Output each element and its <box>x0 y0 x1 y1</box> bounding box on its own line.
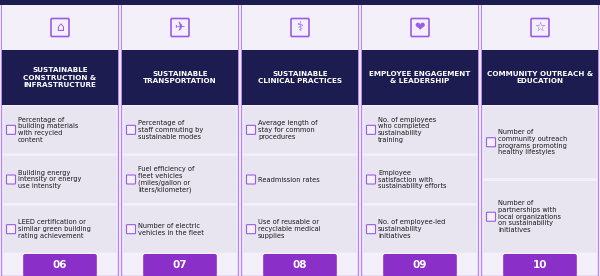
FancyBboxPatch shape <box>143 254 217 276</box>
Text: ❤: ❤ <box>415 21 425 34</box>
Text: Number of
community outreach
programs promoting
healthy lifestyles: Number of community outreach programs pr… <box>498 129 567 155</box>
FancyBboxPatch shape <box>127 175 136 184</box>
Text: No. of employee-led
sustainability
initiatives: No. of employee-led sustainability initi… <box>378 219 445 239</box>
Bar <box>0 0 600 5</box>
Bar <box>122 5 238 50</box>
FancyBboxPatch shape <box>383 254 457 276</box>
FancyBboxPatch shape <box>482 4 599 276</box>
FancyBboxPatch shape <box>503 254 577 276</box>
FancyBboxPatch shape <box>361 4 479 276</box>
FancyBboxPatch shape <box>364 107 476 153</box>
FancyBboxPatch shape <box>121 4 239 276</box>
Text: 07: 07 <box>173 261 187 270</box>
FancyBboxPatch shape <box>244 107 356 153</box>
FancyBboxPatch shape <box>484 181 596 253</box>
Text: 08: 08 <box>293 261 307 270</box>
Text: Building energy
intensity or energy
use intensity: Building energy intensity or energy use … <box>18 170 82 189</box>
FancyBboxPatch shape <box>4 156 116 203</box>
FancyBboxPatch shape <box>484 107 596 178</box>
FancyBboxPatch shape <box>247 225 256 234</box>
Text: ☆: ☆ <box>535 21 545 34</box>
Bar <box>242 5 358 50</box>
FancyBboxPatch shape <box>487 138 496 147</box>
Text: ✈: ✈ <box>175 21 185 34</box>
Text: Fuel efficiency of
fleet vehicles
(miles/gallon or
liters/kilometer): Fuel efficiency of fleet vehicles (miles… <box>138 166 194 193</box>
Text: Readmission rates: Readmission rates <box>258 176 320 182</box>
Bar <box>242 50 358 105</box>
Text: No. of employees
who completed
sustainability
training: No. of employees who completed sustainab… <box>378 117 436 143</box>
Text: LEED certification or
similar green building
rating achievement: LEED certification or similar green buil… <box>18 219 91 239</box>
FancyBboxPatch shape <box>127 125 136 134</box>
Text: Number of electric
vehicles in the fleet: Number of electric vehicles in the fleet <box>138 223 204 235</box>
Text: 09: 09 <box>413 261 427 270</box>
Bar <box>2 5 118 50</box>
Text: EMPLOYEE ENGAGEMENT
& LEADERSHIP: EMPLOYEE ENGAGEMENT & LEADERSHIP <box>370 71 470 84</box>
Text: Use of reusable or
recyclable medical
supplies: Use of reusable or recyclable medical su… <box>258 219 320 239</box>
FancyBboxPatch shape <box>247 175 256 184</box>
FancyBboxPatch shape <box>367 125 376 134</box>
Bar <box>482 5 598 50</box>
Text: 10: 10 <box>533 261 547 270</box>
Text: SUSTAINABLE
TRANSPORTATION: SUSTAINABLE TRANSPORTATION <box>143 71 217 84</box>
FancyBboxPatch shape <box>7 175 16 184</box>
FancyBboxPatch shape <box>263 254 337 276</box>
FancyBboxPatch shape <box>23 254 97 276</box>
FancyBboxPatch shape <box>367 225 376 234</box>
FancyBboxPatch shape <box>127 225 136 234</box>
Bar <box>2 50 118 105</box>
Text: SUSTAINABLE
CONSTRUCTION &
INFRASTRUCTURE: SUSTAINABLE CONSTRUCTION & INFRASTRUCTUR… <box>23 67 97 88</box>
Text: ⌂: ⌂ <box>56 21 64 34</box>
Bar <box>122 50 238 105</box>
FancyBboxPatch shape <box>124 156 236 203</box>
FancyBboxPatch shape <box>364 156 476 203</box>
Text: SUSTAINABLE
CLINICAL PRACTICES: SUSTAINABLE CLINICAL PRACTICES <box>258 71 342 84</box>
Text: Average length of
stay for common
procedures: Average length of stay for common proced… <box>258 120 317 140</box>
FancyBboxPatch shape <box>367 175 376 184</box>
Bar <box>362 50 478 105</box>
Bar <box>362 5 478 50</box>
FancyBboxPatch shape <box>244 156 356 203</box>
FancyBboxPatch shape <box>124 107 236 153</box>
Text: Number of
partnerships with
local organizations
on sustainability
initiatives: Number of partnerships with local organi… <box>498 200 561 233</box>
Bar <box>482 50 598 105</box>
Text: Percentage of
staff commuting by
sustainable modes: Percentage of staff commuting by sustain… <box>138 120 203 140</box>
FancyBboxPatch shape <box>487 212 496 221</box>
Text: Percentage of
building materials
with recycled
content: Percentage of building materials with re… <box>18 117 79 143</box>
FancyBboxPatch shape <box>247 125 256 134</box>
FancyBboxPatch shape <box>7 125 16 134</box>
FancyBboxPatch shape <box>241 4 359 276</box>
FancyBboxPatch shape <box>4 107 116 153</box>
FancyBboxPatch shape <box>124 206 236 253</box>
Text: COMMUNITY OUTREACH &
EDUCATION: COMMUNITY OUTREACH & EDUCATION <box>487 71 593 84</box>
FancyBboxPatch shape <box>1 4 119 276</box>
FancyBboxPatch shape <box>4 206 116 253</box>
Text: 06: 06 <box>53 261 67 270</box>
FancyBboxPatch shape <box>244 206 356 253</box>
Text: Employee
satisfaction with
sustainability efforts: Employee satisfaction with sustainabilit… <box>378 170 446 189</box>
FancyBboxPatch shape <box>7 225 16 234</box>
FancyBboxPatch shape <box>364 206 476 253</box>
Text: ⚕: ⚕ <box>296 21 304 34</box>
